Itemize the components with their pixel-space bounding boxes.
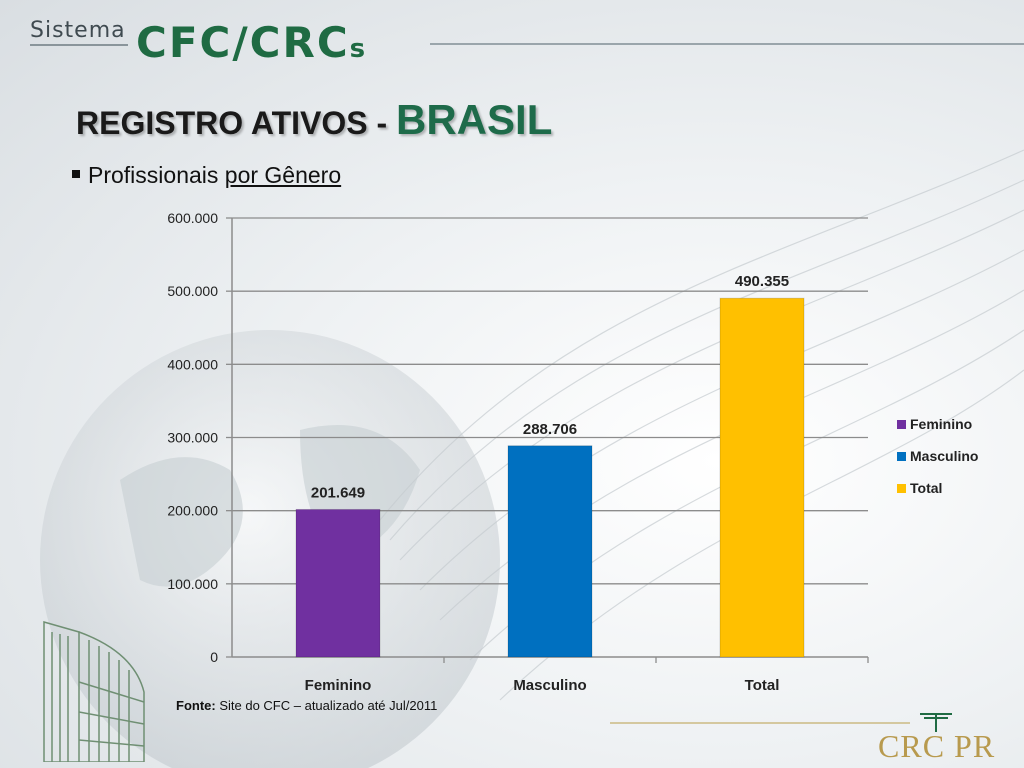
logo-divider-short: [30, 44, 128, 46]
y-tick-label: 500.000: [167, 283, 218, 299]
x-tick-label: Masculino: [513, 677, 586, 694]
logo-cfc-text: CFC/CRC: [136, 18, 350, 67]
building-illustration: [43, 621, 145, 762]
y-tick-label: 400.000: [167, 356, 218, 372]
x-tick-label: Feminino: [305, 677, 372, 694]
y-tick-label: 200.000: [167, 503, 218, 519]
logo-cfc-crc: CFC/CRCs: [136, 18, 367, 67]
subtitle-underlined: por Gênero: [224, 162, 342, 188]
subtitle-prefix: Profissionais: [88, 162, 225, 188]
legend-label: Feminino: [910, 416, 972, 432]
y-tick-label: 0: [210, 649, 218, 665]
footer-divider: [610, 722, 910, 724]
source-label: Fonte:: [176, 698, 216, 713]
legend-swatch: [897, 420, 906, 429]
legend-label: Masculino: [910, 448, 978, 464]
y-tick-label: 100.000: [167, 576, 218, 592]
logo-cfc-suffix: s: [349, 34, 368, 64]
page-title-emphasis: BRASIL: [396, 96, 553, 143]
data-label: 288.706: [523, 421, 577, 438]
page-subtitle: Profissionais por Gênero: [72, 162, 341, 189]
page-title: REGISTRO ATIVOS - BRASIL: [76, 96, 552, 144]
bar-masculino: [507, 445, 593, 658]
crc-pr-logo: CRC PR: [878, 728, 996, 764]
logo-divider-long: [430, 43, 1024, 45]
crc-pr-emblem-icon: [920, 713, 952, 732]
bullet-icon: [72, 169, 80, 178]
bar-feminino: [295, 508, 381, 658]
legend-swatch: [897, 452, 906, 461]
x-tick-label: Total: [745, 677, 780, 694]
y-tick-label: 600.000: [167, 210, 218, 226]
bar-total: [719, 297, 805, 658]
source-text: Site do CFC – atualizado até Jul/2011: [215, 698, 438, 713]
legend-label: Total: [910, 480, 942, 496]
page-title-main: REGISTRO ATIVOS -: [76, 105, 397, 141]
data-label: 490.355: [735, 273, 789, 290]
legend-swatch: [897, 484, 906, 493]
logo-sistema-text: Sistema: [30, 18, 126, 43]
y-tick-label: 300.000: [167, 430, 218, 446]
source-note: Fonte: Site do CFC – atualizado até Jul/…: [176, 698, 437, 713]
data-label: 201.649: [311, 484, 365, 501]
